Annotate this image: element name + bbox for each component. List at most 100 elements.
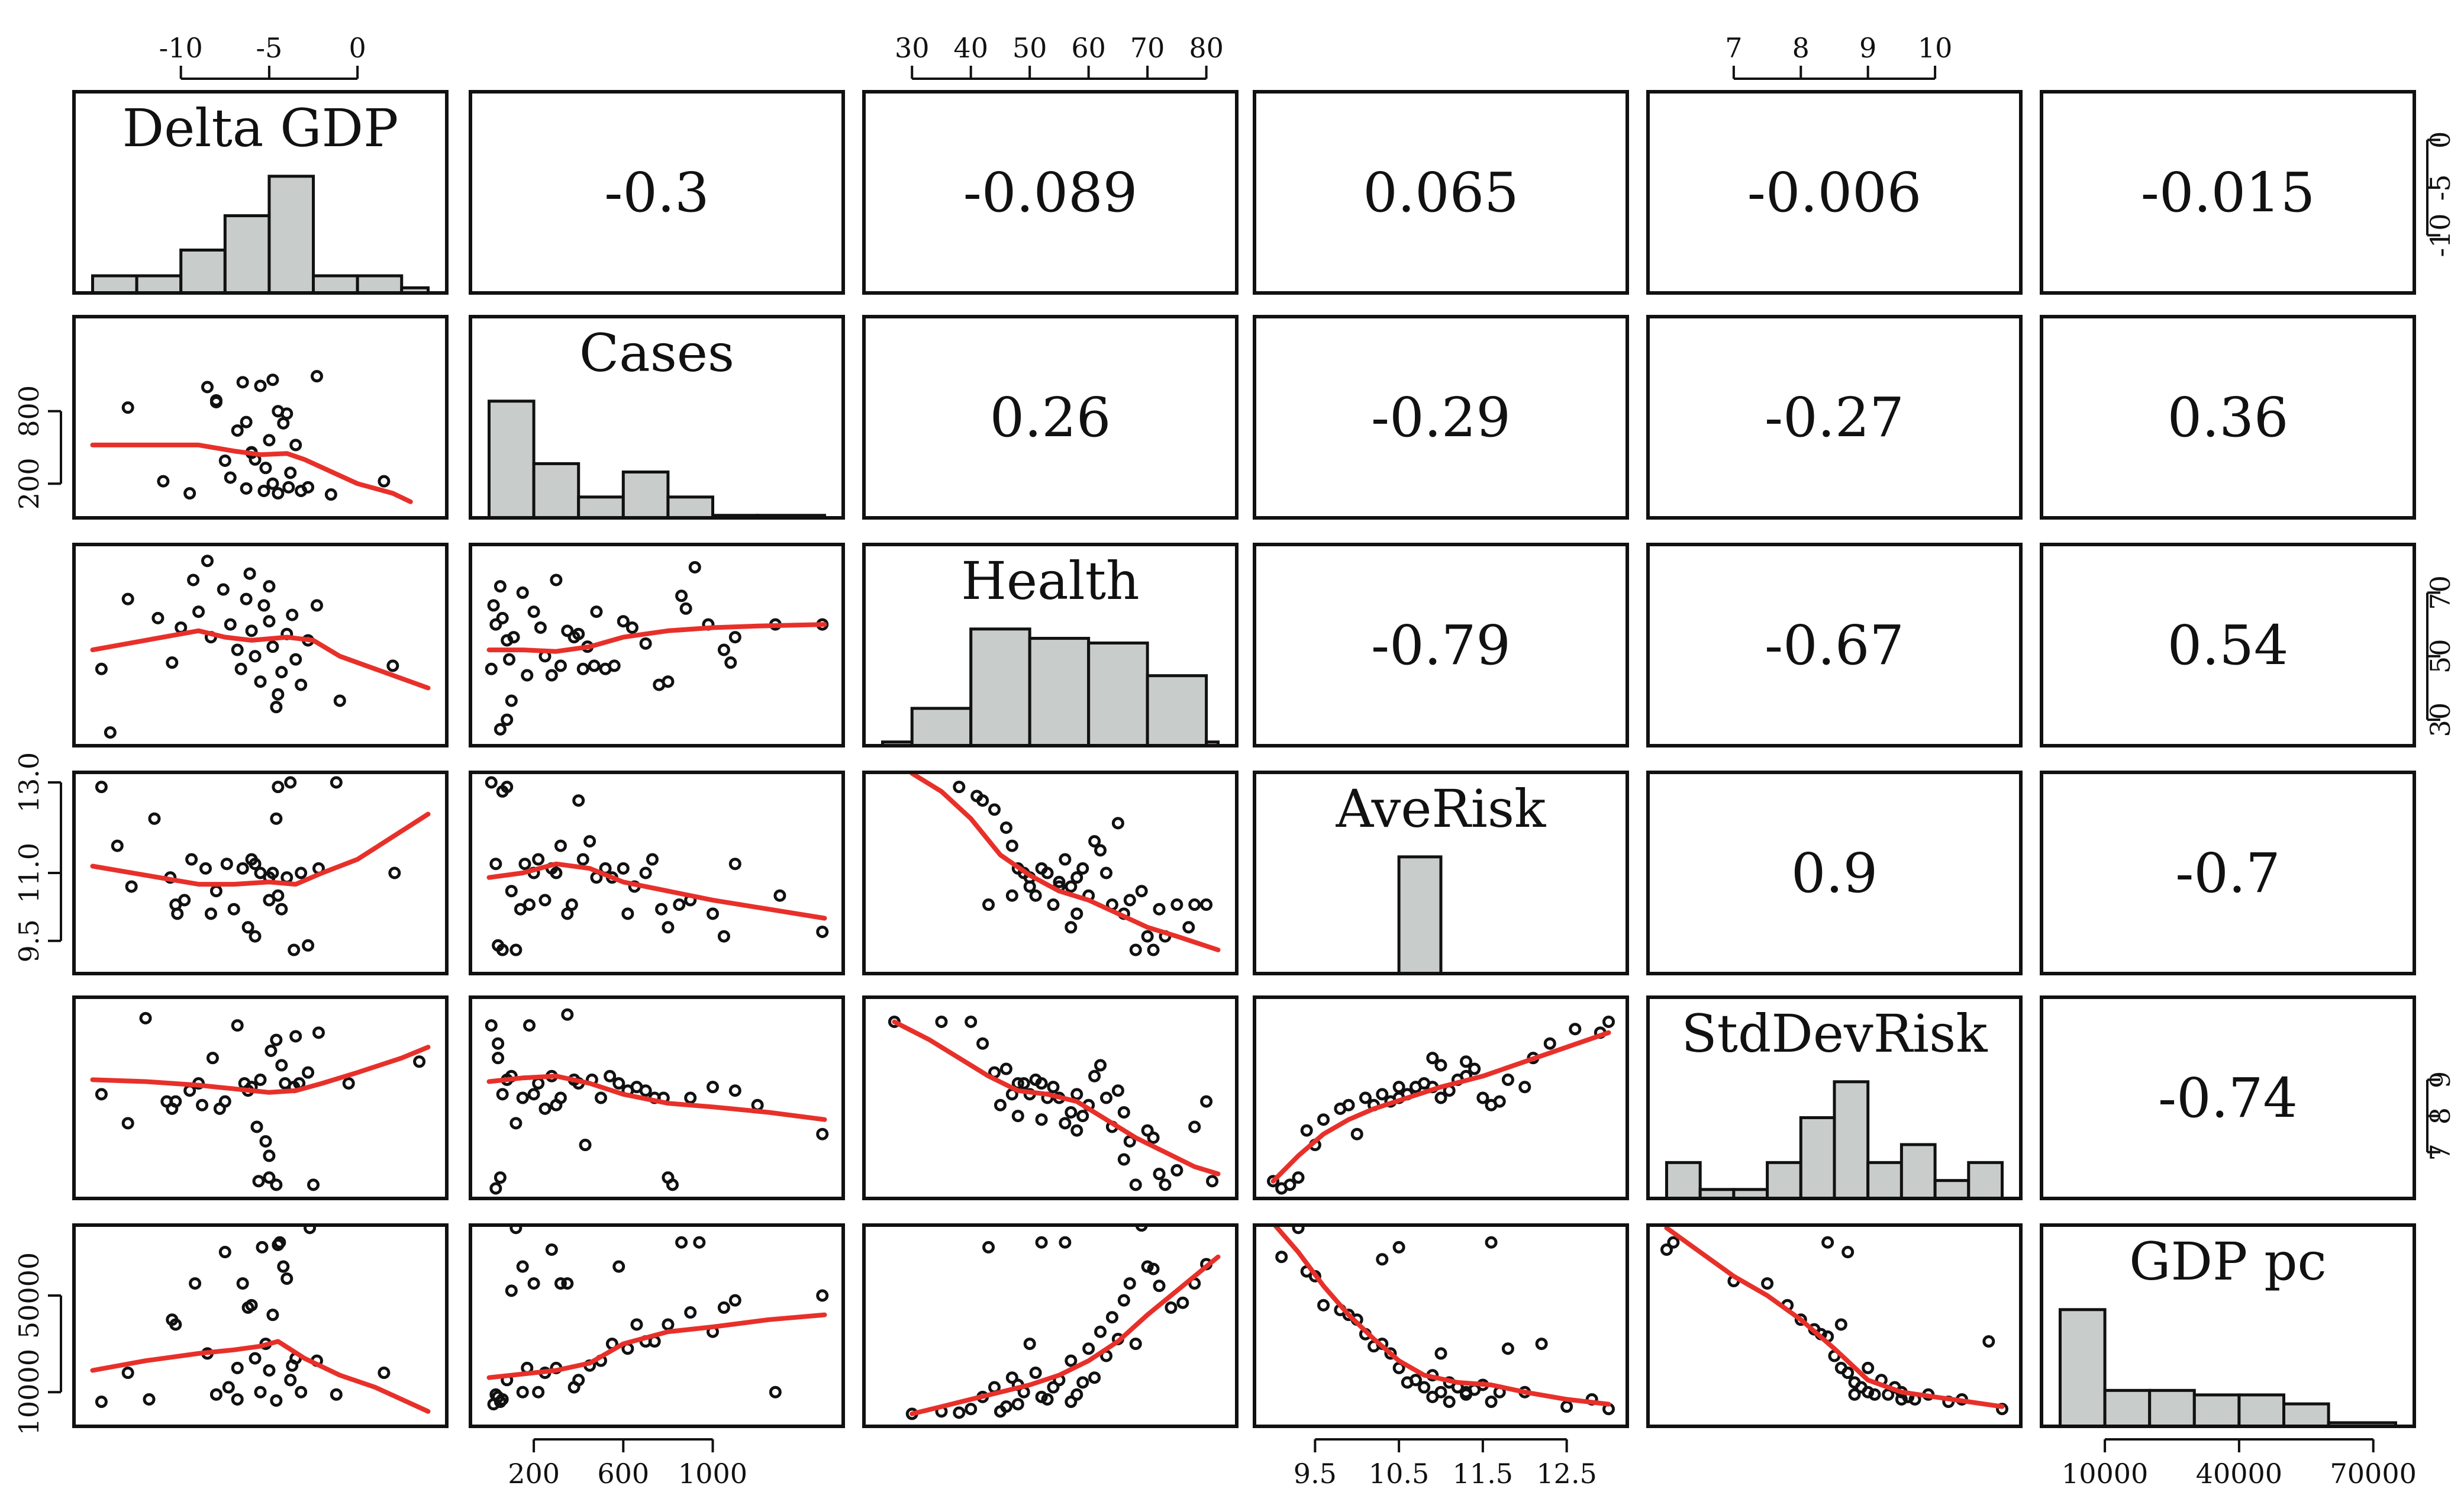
data-point: [245, 624, 258, 637]
data-point: [489, 1182, 502, 1195]
panel-frame: [1253, 315, 1629, 520]
data-point: [189, 1277, 202, 1290]
smooth-line: [90, 628, 431, 691]
data-point: [263, 615, 276, 628]
tick-label: 50000: [13, 1252, 45, 1339]
data-point: [1384, 1347, 1397, 1360]
histogram-5: [2059, 1308, 2398, 1426]
tick-label: -10: [159, 32, 203, 64]
data-point: [1560, 1400, 1573, 1413]
data-point: [1141, 930, 1154, 943]
data-point: [275, 1059, 288, 1072]
data-point: [1392, 1240, 1405, 1254]
panel-frame: [469, 90, 845, 295]
data-point: [521, 669, 534, 682]
data-point: [175, 621, 188, 634]
data-point: [662, 675, 675, 688]
data-point: [1292, 1225, 1305, 1235]
data-point: [224, 471, 237, 484]
data-point: [1011, 1398, 1024, 1411]
data-point: [612, 1077, 625, 1090]
data-point: [121, 401, 134, 414]
data-point: [1501, 1073, 1514, 1086]
data-point: [935, 1015, 948, 1028]
data-point: [523, 898, 536, 911]
data-point: [104, 726, 117, 739]
data-point: [554, 1277, 567, 1290]
data-point: [218, 454, 231, 467]
data-point: [769, 1385, 782, 1399]
data-point: [612, 1260, 625, 1273]
histogram-0: [91, 175, 430, 293]
data-point: [236, 376, 249, 389]
scatter-panel: [90, 776, 431, 956]
data-point: [503, 653, 516, 666]
data-point: [231, 643, 244, 656]
data-point: [307, 1178, 320, 1191]
data-point: [280, 1272, 294, 1285]
data-point: [1047, 1081, 1060, 1094]
data-point: [1350, 1127, 1363, 1140]
histogram-bar: [1146, 674, 1208, 746]
data-point: [485, 776, 498, 789]
data-point: [608, 659, 621, 672]
data-point: [595, 1091, 607, 1104]
data-point: [178, 894, 191, 907]
data-point: [295, 678, 308, 691]
data-point: [1094, 844, 1107, 857]
data-point: [1159, 1178, 1172, 1191]
histogram-bar: [2059, 1308, 2107, 1426]
data-point: [532, 1077, 545, 1090]
data-point: [330, 776, 343, 789]
data-point: [505, 694, 518, 707]
tick-label: -5: [256, 32, 283, 64]
data-point: [1434, 1091, 1447, 1104]
data-point: [236, 1277, 249, 1290]
histogram-bar: [1899, 1143, 1937, 1198]
smooth-line: [486, 861, 827, 921]
correlation-value: -0.015: [2141, 161, 2315, 224]
data-point: [693, 1236, 706, 1249]
data-point: [1005, 889, 1018, 902]
data-point: [1468, 1062, 1481, 1075]
data-point: [1065, 880, 1078, 893]
data-point: [728, 1294, 741, 1307]
panel-frame: [862, 995, 1239, 1200]
data-point: [1841, 1367, 1855, 1380]
data-point: [270, 812, 283, 825]
histogram-bar: [223, 214, 271, 293]
data-point: [1141, 1124, 1154, 1137]
correlation-value: 0.26: [990, 386, 1111, 449]
panel-frame: [469, 1223, 845, 1428]
data-point: [201, 381, 214, 394]
data-point: [1206, 1175, 1219, 1188]
data-point: [1011, 1110, 1024, 1123]
panel-frame: [1646, 315, 2023, 520]
data-point: [148, 812, 161, 825]
data-point: [199, 862, 212, 875]
data-point: [492, 1037, 505, 1050]
data-point: [532, 1385, 545, 1399]
scatter-panel: [888, 1015, 1221, 1191]
data-point: [492, 1052, 505, 1065]
data-point: [1135, 885, 1148, 898]
data-point: [284, 776, 297, 789]
data-point: [263, 1149, 276, 1162]
data-point: [218, 1095, 231, 1108]
data-point: [1170, 898, 1183, 911]
data-point: [688, 560, 701, 573]
histogram-bar: [666, 495, 715, 518]
smooth-line: [1664, 1225, 2005, 1409]
histogram-2: [881, 627, 1220, 746]
panel-frame: [862, 771, 1239, 975]
data-point: [576, 853, 589, 866]
data-point: [284, 1374, 297, 1387]
data-point: [988, 803, 1001, 816]
data-point: [953, 781, 966, 794]
tick-label: 13.0: [13, 752, 45, 813]
scatter-panel: [1267, 1015, 1615, 1195]
data-point: [259, 462, 272, 475]
data-point: [310, 370, 323, 383]
data-point: [494, 580, 507, 593]
data-point: [224, 618, 237, 631]
